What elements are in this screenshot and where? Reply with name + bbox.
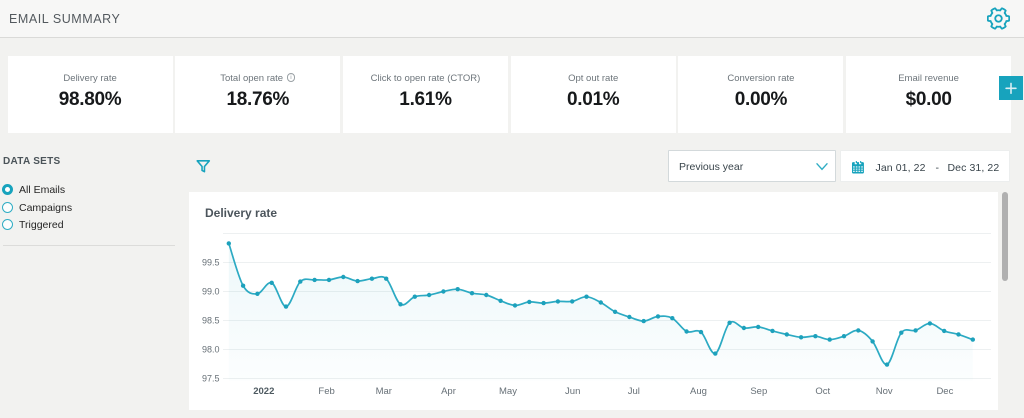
svg-text:May: May [499, 386, 517, 397]
svg-text:2022: 2022 [253, 386, 274, 397]
svg-text:Apr: Apr [441, 386, 456, 397]
svg-text:Sep: Sep [750, 386, 767, 397]
svg-text:Aug: Aug [690, 386, 707, 397]
svg-text:99.5: 99.5 [202, 258, 220, 268]
svg-text:99.0: 99.0 [202, 287, 220, 297]
svg-text:Nov: Nov [876, 386, 893, 397]
svg-text:Dec: Dec [936, 386, 953, 397]
svg-text:98.0: 98.0 [202, 345, 220, 355]
svg-text:Jun: Jun [565, 386, 580, 397]
svg-text:Oct: Oct [815, 386, 830, 397]
svg-text:97.5: 97.5 [202, 374, 220, 384]
svg-text:Mar: Mar [376, 386, 392, 397]
svg-text:Feb: Feb [318, 386, 334, 397]
svg-text:98.5: 98.5 [202, 316, 220, 326]
svg-text:Jul: Jul [628, 386, 640, 397]
